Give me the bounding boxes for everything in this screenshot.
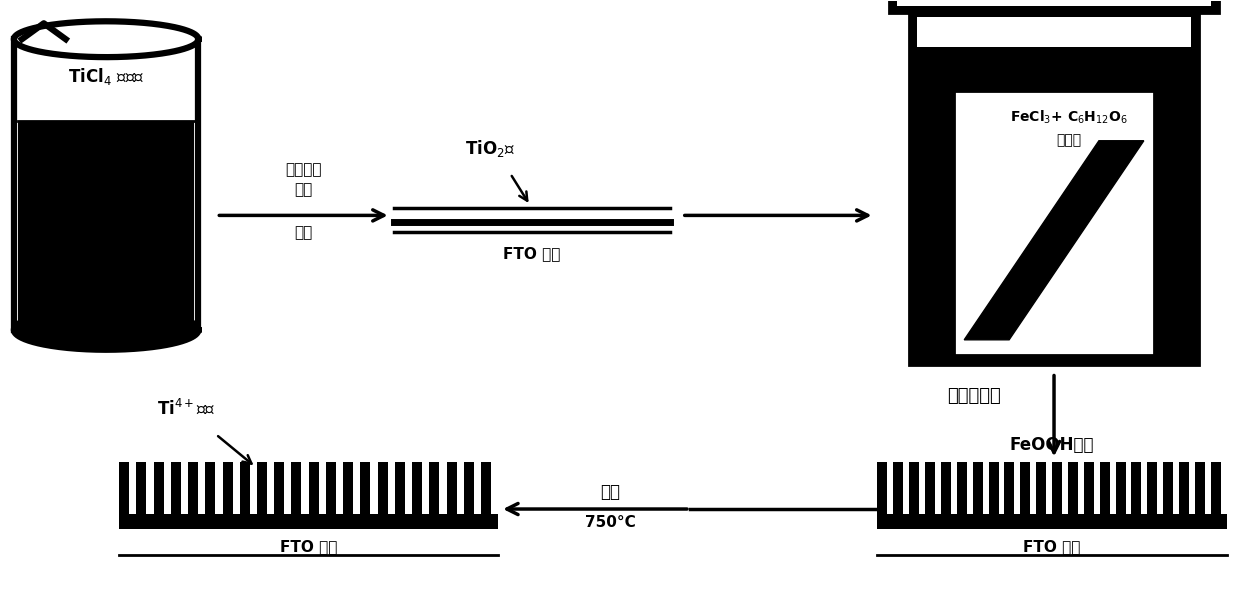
- Bar: [1100, 462, 1110, 514]
- Bar: [412, 462, 422, 514]
- Bar: [1195, 462, 1205, 514]
- Bar: [1004, 462, 1014, 514]
- Bar: [1210, 462, 1220, 514]
- Ellipse shape: [14, 310, 198, 350]
- Text: FTO 玻璃: FTO 玻璃: [503, 246, 560, 261]
- Text: 去离子水: 去离子水: [285, 162, 321, 177]
- Bar: [1021, 462, 1030, 514]
- Bar: [274, 462, 284, 514]
- Bar: [188, 462, 198, 514]
- Text: 退火: 退火: [294, 225, 312, 240]
- Bar: [988, 462, 998, 514]
- Ellipse shape: [17, 22, 195, 57]
- Text: TiCl$_4$ 水溶液: TiCl$_4$ 水溶液: [68, 65, 144, 86]
- Bar: [1068, 462, 1078, 514]
- Bar: [955, 91, 1153, 355]
- Bar: [909, 462, 919, 514]
- Bar: [378, 462, 388, 514]
- Text: FeCl$_3$+ C$_6$H$_{12}$O$_6$: FeCl$_3$+ C$_6$H$_{12}$O$_6$: [1011, 109, 1128, 126]
- Bar: [957, 462, 967, 514]
- Text: 冲洗: 冲洗: [294, 183, 312, 198]
- Polygon shape: [22, 23, 66, 39]
- Bar: [136, 462, 146, 514]
- Bar: [972, 462, 982, 514]
- Bar: [1131, 462, 1141, 514]
- Text: FeOOH薄膜: FeOOH薄膜: [1009, 436, 1094, 454]
- Polygon shape: [17, 121, 195, 330]
- Bar: [955, 91, 1153, 355]
- Bar: [361, 462, 371, 514]
- Bar: [925, 462, 935, 514]
- Bar: [898, 0, 1210, 7]
- Bar: [878, 514, 1226, 529]
- Text: 水溶液: 水溶液: [1056, 133, 1081, 147]
- Text: Ti$^{4+}$扩散: Ti$^{4+}$扩散: [156, 398, 216, 418]
- Bar: [222, 462, 233, 514]
- Bar: [1163, 462, 1173, 514]
- Bar: [429, 462, 439, 514]
- Bar: [1116, 462, 1126, 514]
- Text: 水热反应釜: 水热反应釜: [947, 386, 1001, 404]
- Bar: [326, 462, 336, 514]
- Bar: [291, 462, 301, 514]
- Bar: [1037, 462, 1047, 514]
- Polygon shape: [17, 39, 195, 121]
- Bar: [893, 462, 903, 514]
- Bar: [464, 462, 474, 514]
- Bar: [119, 462, 129, 514]
- Text: FTO 玻璃: FTO 玻璃: [280, 539, 337, 554]
- Bar: [889, 0, 1219, 13]
- Bar: [394, 462, 404, 514]
- Bar: [343, 462, 353, 514]
- Bar: [309, 462, 319, 514]
- Bar: [119, 514, 498, 529]
- Bar: [481, 462, 491, 514]
- Bar: [154, 462, 164, 514]
- Bar: [878, 462, 888, 514]
- Polygon shape: [965, 141, 1143, 340]
- Bar: [918, 17, 1190, 47]
- Bar: [909, 13, 1199, 365]
- Bar: [1052, 462, 1061, 514]
- Bar: [239, 462, 249, 514]
- Bar: [257, 462, 267, 514]
- Text: FTO 玻璃: FTO 玻璃: [1023, 539, 1081, 554]
- Bar: [206, 462, 216, 514]
- Bar: [1147, 462, 1157, 514]
- Text: 退火: 退火: [600, 483, 620, 501]
- Text: TiO$_2$层: TiO$_2$层: [465, 138, 516, 159]
- Text: 750°C: 750°C: [584, 515, 635, 530]
- Bar: [171, 462, 181, 514]
- Bar: [446, 462, 456, 514]
- Bar: [1179, 462, 1189, 514]
- Bar: [941, 462, 951, 514]
- Bar: [1084, 462, 1094, 514]
